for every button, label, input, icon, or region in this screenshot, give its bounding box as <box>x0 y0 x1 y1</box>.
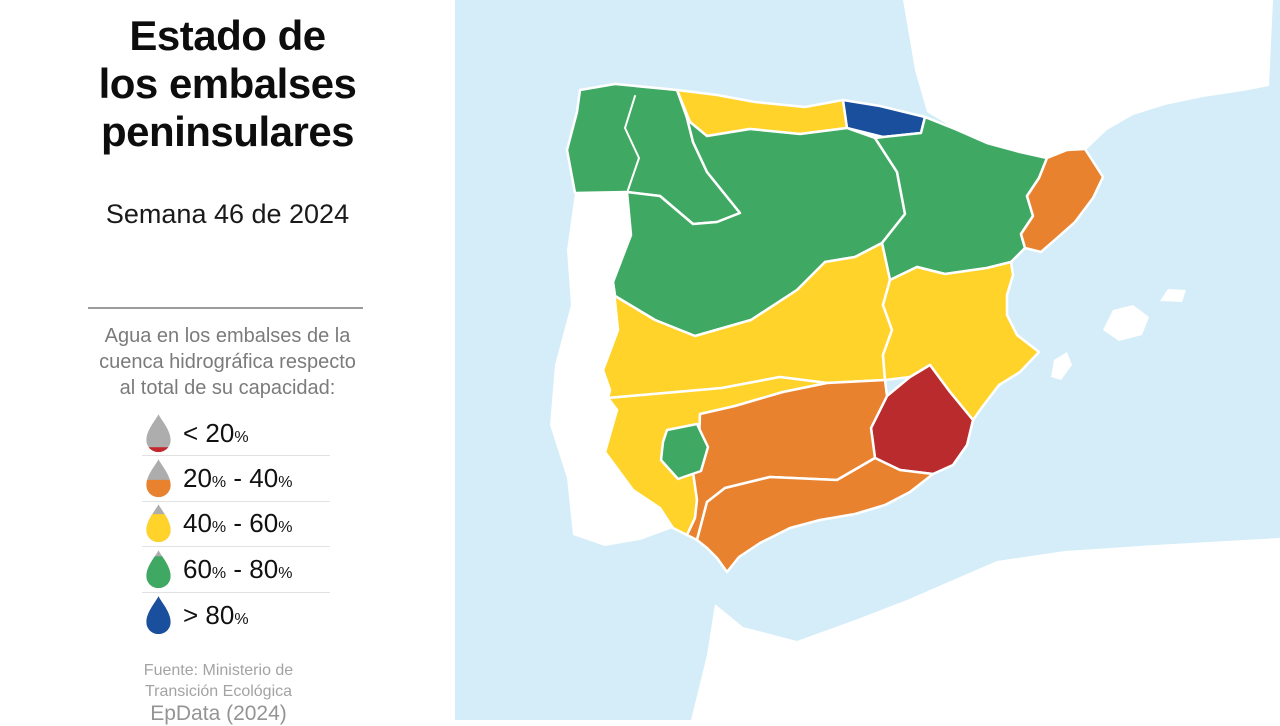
water-drop-icon <box>146 413 171 452</box>
legend-label: 20% - 40% <box>183 463 293 494</box>
galicia-inner-border <box>624 95 640 191</box>
water-drop-icon <box>146 459 171 498</box>
credit-text: EpData (2024) <box>150 702 287 725</box>
legend-label: 40% - 60% <box>183 508 293 539</box>
legend-item-lt20: < 20% <box>142 411 330 457</box>
menorca-island <box>1160 289 1186 302</box>
water-drop-icon <box>146 504 171 543</box>
title-line-1: Estado de <box>129 12 326 59</box>
france-landmass <box>903 0 1273 158</box>
legend-label: > 80% <box>183 599 249 630</box>
water-drop-icon <box>146 549 171 588</box>
subtitle-week: Semana 46 de 2024 <box>105 199 350 229</box>
legend-label: 60% - 80% <box>183 553 293 584</box>
mallorca-island <box>1103 305 1149 341</box>
legend-label: < 20% <box>183 417 249 448</box>
region-tinto-odiel-piedras <box>659 422 710 481</box>
legend-item-p40-60: 40% - 60% <box>142 502 330 548</box>
title-line-3: peninsulares <box>100 108 355 155</box>
source-text: Fuente: Ministerio de Transición Ecológi… <box>0 661 437 702</box>
desc-line-2: cuenca hidrográfica respecto <box>99 351 356 373</box>
water-drop-icon <box>146 595 171 634</box>
desc-line-1: Agua en los embalses de la <box>104 325 351 347</box>
africa-landmass <box>691 538 1280 720</box>
legend-description: Agua en los embalses de la cuenca hidrog… <box>0 323 455 401</box>
left-panel: Estado de los embalses peninsulares Sema… <box>0 0 455 725</box>
legend-item-p60-80: 60% - 80% <box>142 547 330 593</box>
legend: < 20% 20% - 40% 40% - 60% 60% - 80% > 80% <box>142 411 330 638</box>
divider-line <box>88 307 363 309</box>
source-line-1: Fuente: Ministerio de <box>143 662 294 679</box>
portugal-landmass <box>550 192 673 546</box>
page-title: Estado de los embalses peninsulares <box>0 12 455 156</box>
region-cataluna <box>1019 147 1105 254</box>
legend-item-p20-40: 20% - 40% <box>142 456 330 502</box>
region-mediterranea-andaluza <box>695 456 935 574</box>
region-jucar <box>881 260 1041 422</box>
desc-line-3: al total de su capacidad: <box>119 377 336 399</box>
legend-item-gt80: > 80% <box>142 593 330 638</box>
title-line-2: los embalses <box>98 60 357 107</box>
ibiza-island <box>1051 352 1072 380</box>
spain-basins-map <box>455 0 1280 720</box>
source-line-2: Transición Ecológica <box>144 682 293 700</box>
